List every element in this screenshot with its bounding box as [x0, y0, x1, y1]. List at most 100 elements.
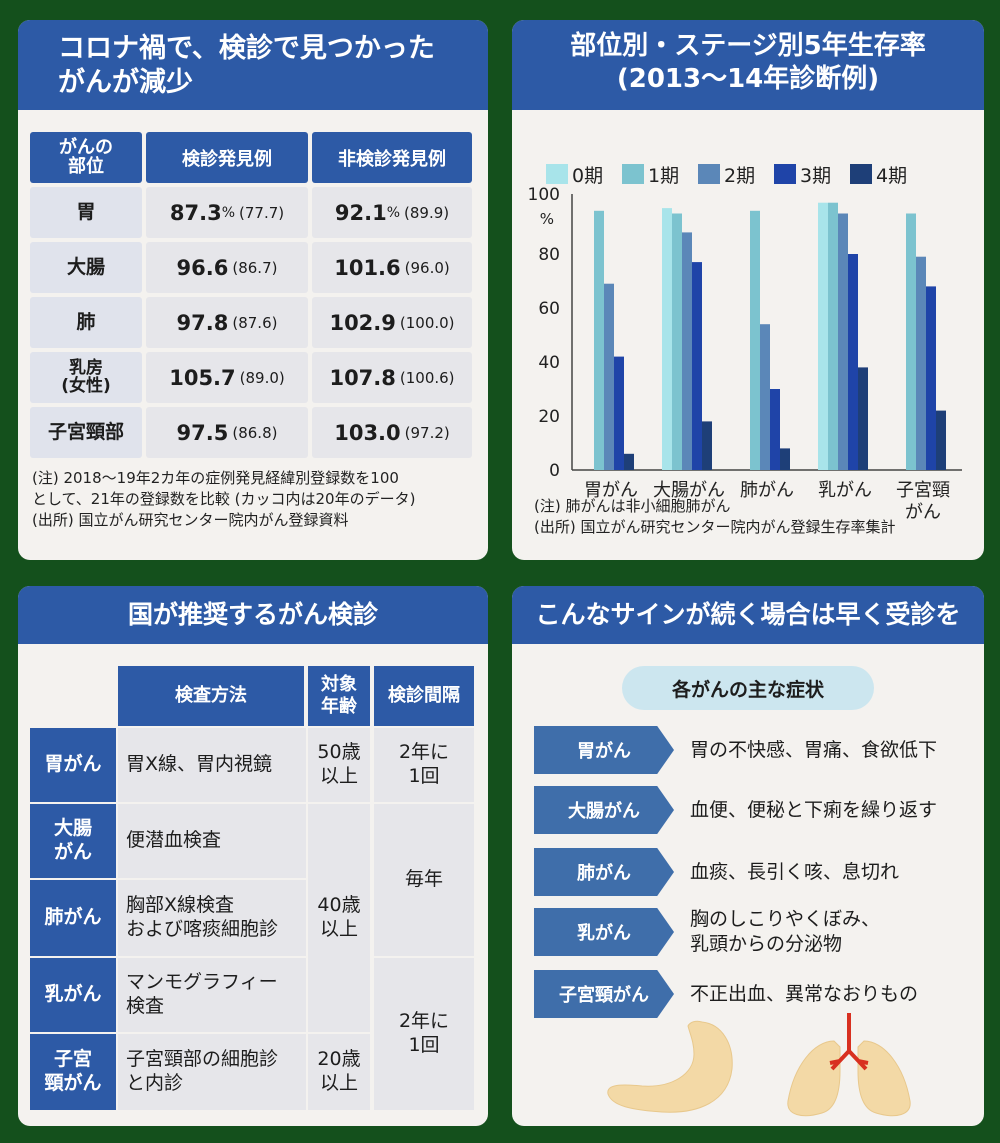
- cell-screening: 87.3% (77.7): [146, 187, 308, 238]
- bar: [750, 210, 760, 471]
- bar: [916, 256, 926, 470]
- symptom-row: 大腸がん 血便、便秘と下痢を繰り返す: [534, 786, 937, 834]
- stomach-illustration: [607, 1020, 733, 1113]
- non-screening-value: 101.6: [334, 255, 401, 280]
- bar: [906, 213, 916, 470]
- header-age: 対象 年齢: [308, 666, 370, 726]
- screening-table: がんの 部位 検診発見例 非検診発見例 胃 87.3% (77.7) 92.1%(…: [30, 132, 476, 462]
- y-tick-label: 20: [538, 407, 560, 427]
- non-screening-value: 107.8: [329, 365, 396, 390]
- unit: %: [221, 204, 236, 221]
- recommended-screening-panel: 国が推奨するがん検診 検査方法 対象 年齢 検診間隔 胃がん 胃X線、胃内視鏡 大腸 がん…: [18, 586, 488, 1126]
- cell-site: 乳房 (女性): [30, 352, 142, 403]
- non-screening-value: 102.9: [329, 310, 396, 335]
- legend-swatch: [698, 164, 720, 184]
- y-tick-label: 80: [538, 245, 560, 265]
- symptom-text: 血痰、長引く咳、息切れ: [690, 860, 900, 883]
- lungs-illustration: [787, 1013, 911, 1117]
- panel-title: こんなサインが続く場合は早く受診を: [512, 586, 984, 644]
- symptom-row: 乳がん 胸のしこりやくぼみ、 乳頭からの分泌物: [534, 908, 880, 956]
- cancer-tag: 胃がん: [534, 726, 674, 774]
- y-tick-label: 60: [538, 299, 560, 319]
- cancer-tag: 乳がん: [534, 908, 674, 956]
- bar: [770, 389, 780, 470]
- age-cell: 20歳 以上: [308, 1034, 370, 1112]
- symptom-text: 不正出血、異常なおりもの: [690, 982, 919, 1005]
- symptom-text: 胃の不快感、胃痛、食欲低下: [690, 738, 938, 761]
- bar: [604, 283, 614, 470]
- legend-swatch: [850, 164, 872, 184]
- cell-non-screening: 101.6 (96.0): [312, 242, 472, 293]
- bar: [662, 208, 672, 470]
- header-method: 検査方法: [118, 666, 304, 726]
- legend-label: 2期: [724, 165, 755, 187]
- screening-value: 87.3: [169, 200, 222, 225]
- age-cell: 40歳 以上: [308, 804, 370, 1034]
- non-screening-prev: (89.9): [404, 203, 450, 222]
- screening-value: 96.6: [176, 255, 229, 280]
- notes: (注) 肺がんは非小細胞肺がん (出所) 国立がん研究センター院内がん登録生存率…: [534, 497, 896, 536]
- x-tick-label: 乳がん: [818, 480, 872, 501]
- header-screening: 検診発見例: [146, 132, 308, 183]
- interval-cell: 毎年: [374, 804, 474, 958]
- cell-site: 胃: [30, 187, 142, 238]
- screening-value: 97.8: [176, 310, 229, 335]
- legend-label: 3期: [800, 165, 831, 187]
- bar: [926, 286, 936, 470]
- symptom-text: 血便、便秘と下痢を繰り返す: [690, 798, 938, 821]
- symptom-row: 子宮頸がん 不正出血、異常なおりもの: [534, 970, 918, 1018]
- cell-screening: 97.8 (87.6): [146, 297, 308, 348]
- cell-non-screening: 103.0 (97.2): [312, 407, 472, 458]
- symptom-text: 胸のしこりやくぼみ、 乳頭からの分泌物: [690, 908, 881, 955]
- screening-prev: (77.7): [239, 203, 285, 222]
- screening-prev: (86.8): [232, 423, 278, 442]
- cancer-tag: 子宮頸がん: [534, 970, 674, 1018]
- interval-cell: 2年に 1回: [374, 958, 474, 1112]
- header-interval: 検診間隔: [374, 666, 474, 726]
- legend-swatch: [546, 164, 568, 184]
- bar: [614, 356, 624, 470]
- table-row: 乳房 (女性) 105.7 (89.0) 107.8 (100.6): [30, 352, 476, 403]
- cell-non-screening: 107.8 (100.6): [312, 352, 472, 403]
- cell-non-screening: 92.1% (89.9): [312, 187, 472, 238]
- y-tick-label: 100: [528, 185, 560, 205]
- row-method: 胸部X線検査 および喀痰細胞診: [118, 880, 306, 958]
- y-tick-label: 0: [549, 461, 560, 481]
- cancer-tag: 肺がん: [534, 848, 674, 896]
- table-row: 肺 97.8 (87.6) 102.9 (100.0): [30, 297, 476, 348]
- bar: [760, 324, 770, 470]
- notes: (注) 2018〜19年2カ年の症例発見経緯別登録数を100 として、21年の登…: [32, 469, 416, 529]
- y-unit-label: %: [540, 210, 554, 228]
- non-screening-prev: (96.0): [404, 258, 450, 277]
- screening-prev: (87.6): [232, 313, 278, 332]
- cell-screening: 97.5 (86.8): [146, 407, 308, 458]
- symptoms-subtitle: 各がんの主な症状: [622, 666, 874, 710]
- non-screening-prev: (100.0): [399, 313, 455, 332]
- cell-site: 子宮頸部: [30, 407, 142, 458]
- screening-value: 105.7: [169, 365, 236, 390]
- cell-screening: 96.6 (86.7): [146, 242, 308, 293]
- bar: [848, 254, 858, 470]
- non-screening-prev: (97.2): [404, 423, 450, 442]
- row-cancer-name: 肺がん: [30, 880, 116, 956]
- table-header-row: がんの 部位 検診発見例 非検診発見例: [30, 132, 476, 183]
- cell-site: 肺: [30, 297, 142, 348]
- cell-site: 大腸: [30, 242, 142, 293]
- x-tick-label: 子宮頸: [896, 480, 950, 501]
- survival-bar-chart: 0期 1期 2期 3期 4期 0 20 40 60 80 100% 胃がん 大腸がん 肺がん 乳がん 子宮頸が…: [528, 164, 962, 520]
- bar: [594, 210, 604, 471]
- bar: [780, 448, 790, 470]
- x-tick-label: 大腸がん: [653, 480, 725, 501]
- symptoms-panel: こんなサインが続く場合は早く受診を 各がんの主な症状 胃がん 胃の不快感、胃痛、…: [512, 586, 984, 1126]
- legend-label: 0期: [572, 165, 603, 187]
- y-tick-label: 40: [538, 353, 560, 373]
- bar: [858, 367, 868, 470]
- panel-title: コロナ禍で、検診で見つかった がんが減少: [18, 20, 488, 110]
- legend-label: 1期: [648, 165, 679, 187]
- survival-rate-panel: 部位別・ステージ別5年生存率 (2013〜14年診断例) 0期 1期 2期 3期 4期 0…: [512, 20, 984, 560]
- cancer-tag: 大腸がん: [534, 786, 674, 834]
- table-row: 胃 87.3% (77.7) 92.1% (89.9): [30, 187, 476, 238]
- bar: [682, 232, 692, 470]
- row-cancer-name: 子宮 頸がん: [30, 1034, 116, 1110]
- bar: [828, 202, 838, 470]
